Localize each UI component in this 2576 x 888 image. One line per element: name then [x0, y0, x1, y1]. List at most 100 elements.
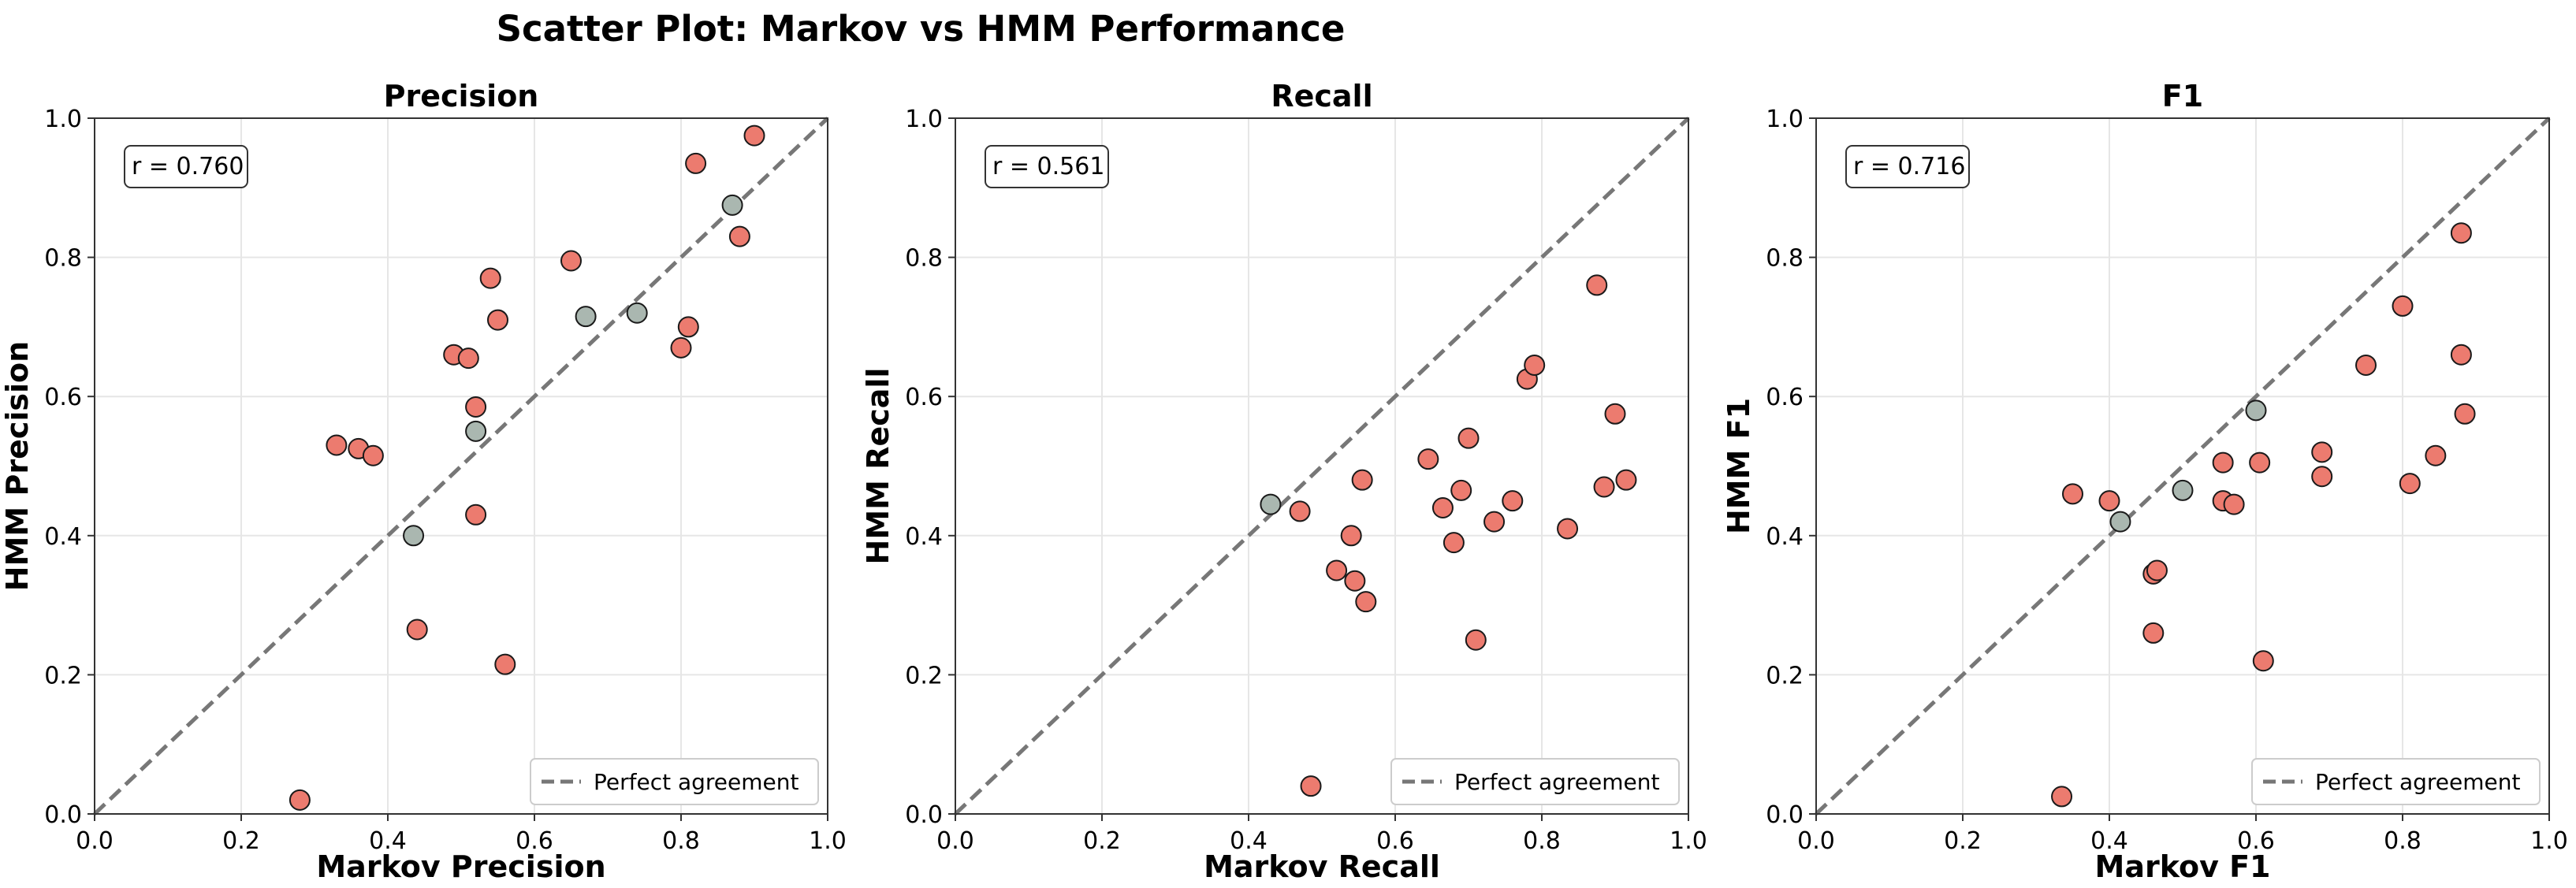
data-point: [2450, 222, 2472, 244]
x-axis-label: Markov Precision: [316, 849, 605, 884]
data-point: [487, 309, 508, 331]
legend-box: [530, 758, 819, 805]
data-point: [494, 653, 516, 675]
data-point-gray: [2245, 399, 2267, 422]
data-point: [1465, 629, 1487, 651]
data-point: [1524, 354, 1546, 376]
y-tick-label: 1.0: [905, 106, 943, 133]
y-tick-label: 0.4: [905, 523, 943, 551]
data-point: [2399, 473, 2421, 495]
x-axis-label: Markov F1: [2095, 849, 2271, 884]
x-tick-label: 0.0: [1797, 827, 1835, 855]
data-point: [406, 619, 428, 641]
data-point-gray: [575, 306, 597, 328]
x-tick-label: 0.2: [1944, 827, 1982, 855]
x-tick-label: 0.0: [76, 827, 114, 855]
correlation-box: [985, 145, 1109, 188]
data-point: [1300, 775, 1322, 797]
x-tick-label: 1.0: [2530, 827, 2568, 855]
y-tick-label: 0.0: [905, 801, 943, 829]
data-point: [1557, 518, 1579, 540]
data-point: [2062, 483, 2083, 505]
x-tick-label: 0.6: [1376, 827, 1414, 855]
data-point: [2252, 650, 2274, 672]
y-tick-label: 0.6: [1766, 384, 1804, 411]
y-axis-label: HMM Precision: [0, 341, 35, 591]
y-tick-label: 1.0: [1766, 106, 1804, 133]
data-point-gray: [1260, 493, 1282, 515]
y-tick-label: 0.0: [44, 801, 82, 829]
data-point: [1340, 525, 1362, 547]
x-tick-label: 0.8: [662, 827, 700, 855]
y-tick-label: 0.6: [44, 384, 82, 411]
data-point: [1344, 570, 1366, 592]
data-point: [2454, 403, 2476, 425]
x-tick-label: 0.4: [369, 827, 407, 855]
data-point: [1483, 511, 1506, 533]
correlation-value: r = 0.760: [132, 153, 244, 180]
data-point: [685, 152, 707, 174]
legend-label: Perfect agreement: [1454, 769, 1660, 795]
x-tick-label: 0.2: [1083, 827, 1121, 855]
legend-box: [1390, 758, 1680, 805]
data-point: [1502, 490, 1524, 512]
y-tick-label: 0.2: [44, 662, 82, 689]
x-tick-label: 0.6: [2237, 827, 2275, 855]
y-axis-label: HMM F1: [1722, 398, 1756, 534]
data-point: [1593, 476, 1615, 498]
y-tick-label: 0.6: [905, 384, 943, 411]
perfect-agreement-line: [954, 117, 1690, 816]
x-axis-label: Markov Recall: [1204, 849, 1440, 884]
data-point: [465, 396, 487, 418]
data-point: [1431, 496, 1454, 518]
y-axis-label: HMM Recall: [861, 368, 895, 565]
x-tick-label: 1.0: [1670, 827, 1707, 855]
data-point: [1604, 403, 1626, 425]
panel-f1: 0.0 0.2 0.4 0.6 0.8 1.0 0.0 0.2 0.4 0.6 0.8 1.0 F1 Ma…: [1722, 79, 2568, 884]
legend-box: [2251, 758, 2541, 805]
data-point: [1355, 591, 1377, 613]
data-point: [1289, 500, 1311, 522]
y-tick-label: 0.8: [1766, 245, 1804, 273]
data-point: [728, 225, 750, 247]
perfect-agreement-line: [93, 117, 829, 816]
correlation-value: r = 0.716: [1853, 153, 1965, 180]
axes-frame: [1815, 117, 2550, 815]
correlation-value: r = 0.561: [992, 153, 1104, 180]
data-point-gray: [2109, 511, 2131, 533]
data-point: [326, 434, 348, 456]
correlation-box: [1845, 145, 1970, 188]
data-point-gray: [2172, 479, 2194, 501]
figure-title: Scatter Plot: Markov vs HMM Performance: [497, 8, 1346, 50]
data-point: [479, 267, 501, 289]
correlation-box: [124, 145, 248, 188]
legend-label: Perfect agreement: [2315, 769, 2521, 795]
x-tick-label: 0.2: [222, 827, 260, 855]
data-point: [2146, 559, 2168, 581]
data-point: [2450, 344, 2472, 366]
x-tick-label: 1.0: [809, 827, 847, 855]
data-point: [2355, 354, 2377, 376]
data-point: [2051, 786, 2073, 808]
legend-label: Perfect agreement: [594, 769, 799, 795]
x-tick-label: 0.4: [1230, 827, 1268, 855]
data-point: [560, 250, 582, 272]
data-point: [1457, 427, 1480, 449]
data-point: [2212, 451, 2234, 474]
data-point: [670, 336, 692, 359]
data-point: [2311, 466, 2333, 488]
panel-precision: 0.0 0.2 0.4 0.6 0.8 1.0 0.0 0.2 0.4 0.6 0.8 1.0 Prec…: [0, 79, 847, 884]
axes-frame: [94, 117, 828, 815]
data-point: [1450, 479, 1472, 501]
data-point-gray: [721, 194, 743, 216]
data-point-gray: [626, 302, 648, 324]
axes-frame: [955, 117, 1689, 815]
y-tick-label: 0.8: [44, 245, 82, 273]
data-point: [2392, 295, 2414, 317]
data-point: [1442, 532, 1465, 554]
y-tick-label: 0.4: [1766, 523, 1804, 551]
data-point: [2142, 622, 2165, 644]
x-tick-label: 0.4: [2090, 827, 2128, 855]
panel-recall: 0.0 0.2 0.4 0.6 0.8 1.0 0.0 0.2 0.4 0.6 0.8 1.0 Reca…: [861, 79, 1707, 884]
data-point: [2098, 490, 2120, 512]
